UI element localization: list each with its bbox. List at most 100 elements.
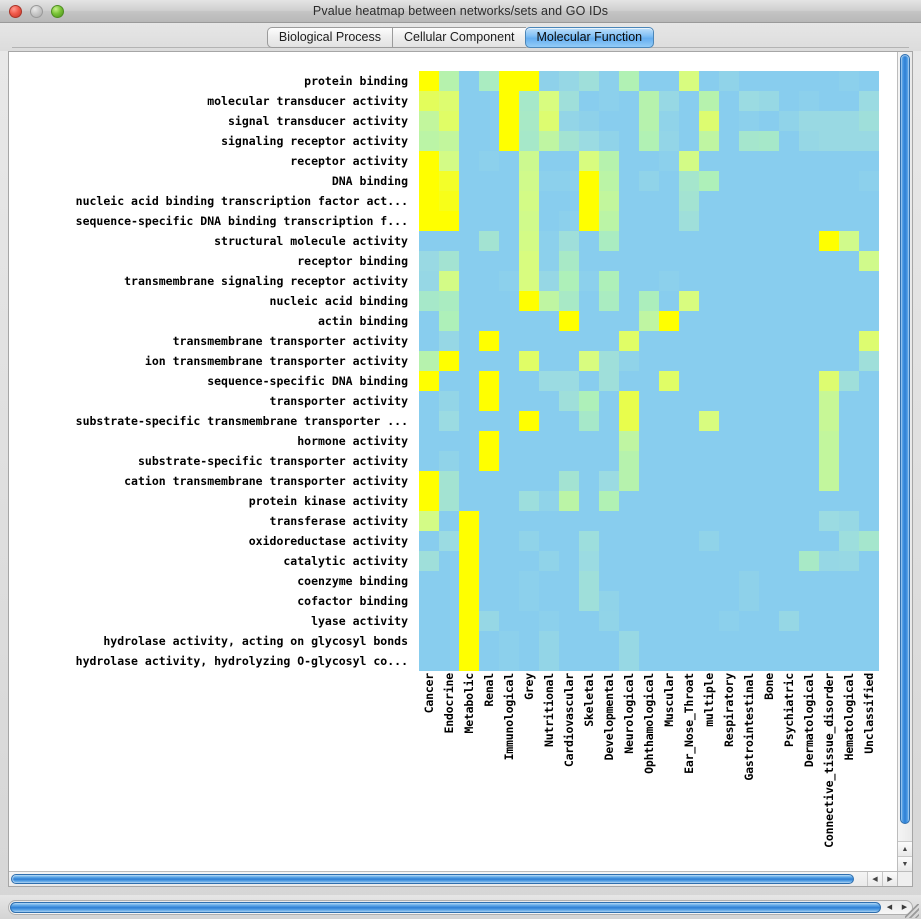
heatmap-cell[interactable] — [479, 531, 499, 551]
heatmap-cell[interactable] — [539, 651, 559, 671]
heatmap-cell[interactable] — [579, 171, 599, 191]
heatmap-cell[interactable] — [639, 391, 659, 411]
heatmap-cell[interactable] — [599, 391, 619, 411]
heatmap-cell[interactable] — [719, 591, 739, 611]
heatmap-cell[interactable] — [799, 371, 819, 391]
heatmap-cell[interactable] — [799, 191, 819, 211]
horizontal-scroll-thumb[interactable] — [11, 874, 854, 884]
heatmap-cell[interactable] — [619, 151, 639, 171]
heatmap-cell[interactable] — [839, 571, 859, 591]
heatmap-cell[interactable] — [839, 211, 859, 231]
heatmap-cell[interactable] — [599, 351, 619, 371]
heatmap-cell[interactable] — [659, 191, 679, 211]
heatmap-cell[interactable] — [679, 131, 699, 151]
heatmap-cell[interactable] — [539, 111, 559, 131]
heatmap-cell[interactable] — [819, 191, 839, 211]
heatmap-cell[interactable] — [619, 311, 639, 331]
heatmap-cell[interactable] — [659, 211, 679, 231]
heatmap-cell[interactable] — [699, 151, 719, 171]
heatmap-cell[interactable] — [599, 311, 619, 331]
heatmap-cell[interactable] — [599, 451, 619, 471]
heatmap-cell[interactable] — [479, 451, 499, 471]
heatmap-cell[interactable] — [679, 111, 699, 131]
heatmap-cell[interactable] — [839, 411, 859, 431]
heatmap-cell[interactable] — [759, 151, 779, 171]
heatmap-cell[interactable] — [839, 391, 859, 411]
heatmap-cell[interactable] — [759, 91, 779, 111]
heatmap-cell[interactable] — [799, 351, 819, 371]
heatmap-cell[interactable] — [519, 551, 539, 571]
heatmap-cell[interactable] — [419, 611, 439, 631]
heatmap-cell[interactable] — [459, 351, 479, 371]
heatmap-cell[interactable] — [479, 551, 499, 571]
heatmap-cell[interactable] — [599, 291, 619, 311]
heatmap-cell[interactable] — [539, 451, 559, 471]
heatmap-cell[interactable] — [659, 631, 679, 651]
heatmap-cell[interactable] — [499, 271, 519, 291]
heatmap-cell[interactable] — [479, 131, 499, 151]
heatmap-cell[interactable] — [639, 291, 659, 311]
heatmap-cell[interactable] — [839, 131, 859, 151]
heatmap-cell[interactable] — [779, 391, 799, 411]
heatmap-cell[interactable] — [419, 531, 439, 551]
heatmap-cell[interactable] — [479, 251, 499, 271]
heatmap-cell[interactable] — [719, 451, 739, 471]
heatmap-cell[interactable] — [459, 551, 479, 571]
heatmap-cell[interactable] — [739, 231, 759, 251]
heatmap-cell[interactable] — [419, 631, 439, 651]
window-scroll-thumb[interactable] — [10, 901, 881, 913]
heatmap-cell[interactable] — [519, 251, 539, 271]
heatmap-cell[interactable] — [779, 351, 799, 371]
heatmap-cell[interactable] — [839, 611, 859, 631]
heatmap-cell[interactable] — [599, 371, 619, 391]
heatmap-cell[interactable] — [779, 171, 799, 191]
heatmap-cell[interactable] — [779, 371, 799, 391]
heatmap-cell[interactable] — [799, 131, 819, 151]
heatmap-cell[interactable] — [799, 491, 819, 511]
heatmap-cell[interactable] — [539, 531, 559, 551]
heatmap-cell[interactable] — [479, 291, 499, 311]
heatmap-cell[interactable] — [719, 611, 739, 631]
heatmap-cell[interactable] — [759, 111, 779, 131]
heatmap-cell[interactable] — [619, 251, 639, 271]
heatmap-cell[interactable] — [699, 431, 719, 451]
heatmap-cell[interactable] — [819, 491, 839, 511]
heatmap-cell[interactable] — [539, 191, 559, 211]
heatmap-cell[interactable] — [599, 191, 619, 211]
heatmap-cell[interactable] — [819, 591, 839, 611]
heatmap-cell[interactable] — [679, 491, 699, 511]
heatmap-cell[interactable] — [639, 411, 659, 431]
heatmap-cell[interactable] — [499, 291, 519, 311]
heatmap-cell[interactable] — [839, 591, 859, 611]
heatmap-cell[interactable] — [579, 491, 599, 511]
heatmap-cell[interactable] — [439, 171, 459, 191]
heatmap-cell[interactable] — [779, 471, 799, 491]
heatmap-cell[interactable] — [599, 531, 619, 551]
heatmap-cell[interactable] — [639, 351, 659, 371]
heatmap-cell[interactable] — [519, 611, 539, 631]
heatmap-cell[interactable] — [859, 631, 879, 651]
heatmap-cell[interactable] — [599, 111, 619, 131]
heatmap-cell[interactable] — [579, 131, 599, 151]
heatmap-cell[interactable] — [439, 371, 459, 391]
heatmap-cell[interactable] — [499, 331, 519, 351]
heatmap-cell[interactable] — [599, 631, 619, 651]
heatmap-cell[interactable] — [499, 591, 519, 611]
heatmap-cell[interactable] — [459, 111, 479, 131]
heatmap-cell[interactable] — [519, 331, 539, 351]
heatmap-cell[interactable] — [819, 71, 839, 91]
heatmap-cell[interactable] — [819, 131, 839, 151]
heatmap-cell[interactable] — [459, 91, 479, 111]
heatmap-cell[interactable] — [619, 511, 639, 531]
heatmap-cell[interactable] — [419, 231, 439, 251]
heatmap-cell[interactable] — [579, 271, 599, 291]
heatmap-cell[interactable] — [519, 271, 539, 291]
heatmap-cell[interactable] — [779, 231, 799, 251]
heatmap-cell[interactable] — [839, 471, 859, 491]
heatmap-cell[interactable] — [719, 491, 739, 511]
heatmap-cell[interactable] — [839, 631, 859, 651]
heatmap-cell[interactable] — [599, 431, 619, 451]
heatmap-cell[interactable] — [519, 511, 539, 531]
heatmap-cell[interactable] — [439, 391, 459, 411]
heatmap-cell[interactable] — [639, 471, 659, 491]
